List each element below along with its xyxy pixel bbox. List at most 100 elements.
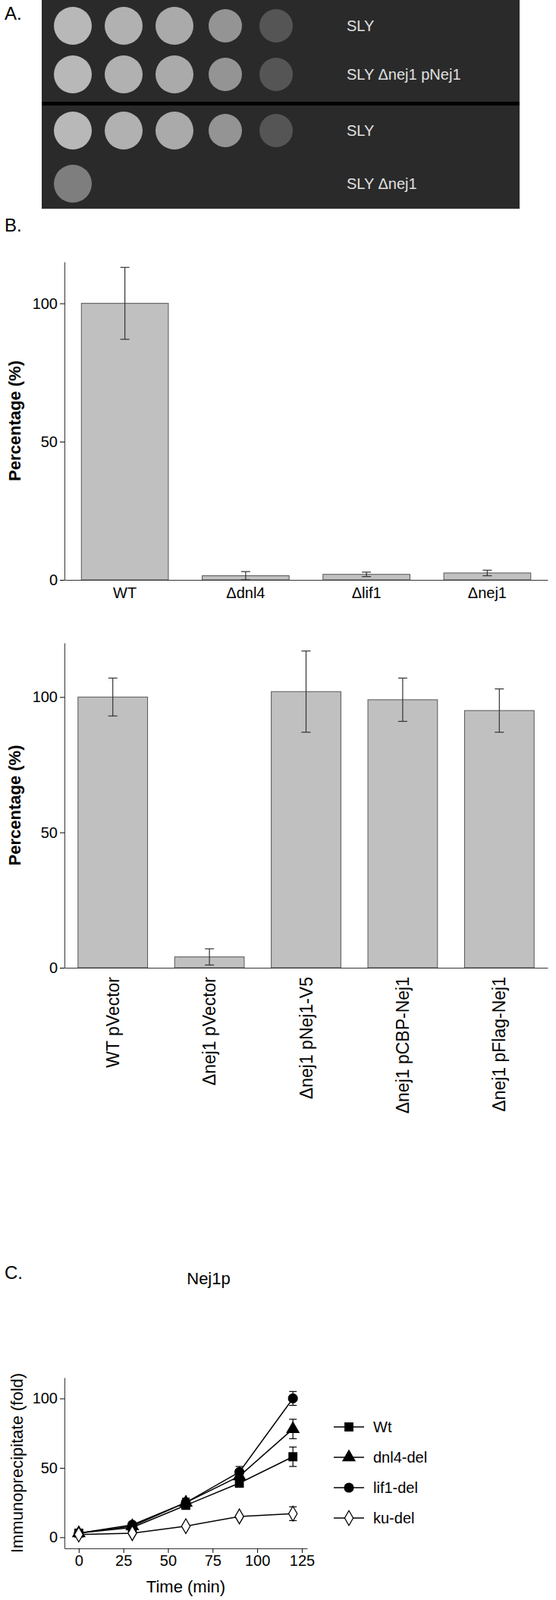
legend-item: ku-del bbox=[333, 1508, 415, 1526]
error-cap bbox=[120, 267, 130, 268]
legend-label: Wt bbox=[373, 1417, 393, 1435]
tick: 0 bbox=[49, 958, 65, 976]
axis-line bbox=[64, 262, 66, 581]
tick: Δnej1 pCBP-Nej1 bbox=[392, 967, 413, 1113]
tick: 25 bbox=[115, 1547, 132, 1568]
error-bar bbox=[482, 569, 492, 575]
legend-item: dnl4-del bbox=[333, 1448, 428, 1465]
tick: Δnej1 bbox=[468, 579, 507, 601]
tick-mark bbox=[59, 579, 65, 581]
error-cap bbox=[235, 1464, 244, 1466]
colony-spot bbox=[155, 55, 194, 94]
colony-spot bbox=[104, 55, 143, 94]
error-line bbox=[112, 677, 114, 716]
tick-mark bbox=[59, 967, 65, 968]
tick: 100 bbox=[32, 687, 65, 705]
tick: 50 bbox=[40, 433, 65, 450]
legend-label: dnl4-del bbox=[373, 1448, 428, 1465]
tick-label: 100 bbox=[32, 295, 58, 312]
marker bbox=[235, 1478, 243, 1486]
x-axis: 0255075100125 bbox=[65, 1547, 316, 1568]
tick: WT bbox=[113, 579, 137, 601]
tick-mark bbox=[59, 1536, 65, 1537]
colony-spot bbox=[208, 9, 242, 43]
error-bar bbox=[182, 1497, 190, 1506]
tick-label: 25 bbox=[115, 1551, 132, 1568]
error-cap bbox=[204, 947, 214, 949]
tick: Δnej1 pNej1-V5 bbox=[296, 967, 317, 1099]
bar bbox=[271, 691, 342, 968]
plate-divider bbox=[41, 101, 520, 106]
error-cap bbox=[288, 1404, 297, 1405]
chart-title: Nej1p bbox=[186, 1268, 230, 1288]
error-cap bbox=[288, 1464, 297, 1466]
error-bar bbox=[288, 1445, 297, 1466]
panel-label: A. bbox=[4, 3, 22, 24]
error-line bbox=[366, 571, 368, 577]
series-line bbox=[78, 1397, 293, 1532]
error-bar bbox=[398, 677, 408, 721]
bar-chart: 050100WT pVectorΔnej1 pVectorΔnej1 pNej1… bbox=[5, 643, 549, 1114]
error-bar bbox=[235, 1465, 244, 1477]
tick-mark bbox=[59, 832, 65, 833]
error-bar bbox=[108, 677, 118, 716]
error-cap bbox=[288, 1437, 297, 1439]
tick-label: 100 bbox=[32, 1388, 58, 1406]
bar bbox=[81, 303, 169, 580]
tick-label: 0 bbox=[75, 1551, 84, 1568]
tick: 100 bbox=[32, 295, 65, 312]
legend: Wt dnl4-del lif1-del ku-del bbox=[333, 1417, 428, 1526]
error-cap bbox=[288, 1417, 297, 1419]
error-cap bbox=[482, 574, 492, 576]
tick: 0 bbox=[49, 1527, 65, 1545]
legend-item: Wt bbox=[333, 1417, 393, 1435]
error-line bbox=[305, 650, 307, 732]
strain-label: SLY Δnej1 bbox=[346, 175, 418, 192]
tick: 0 bbox=[49, 571, 65, 588]
colony-spot bbox=[259, 57, 293, 92]
legend-label: ku-del bbox=[373, 1508, 415, 1526]
error-line bbox=[124, 267, 126, 340]
tick-label: Δnej1 pCBP-Nej1 bbox=[392, 976, 413, 1113]
colony-spot bbox=[259, 9, 293, 43]
error-cap bbox=[241, 578, 251, 580]
marker bbox=[181, 1497, 191, 1507]
colony-spot bbox=[155, 111, 194, 150]
marker bbox=[181, 1517, 190, 1533]
marker bbox=[288, 1505, 298, 1521]
series-line bbox=[78, 1428, 293, 1533]
legend-marker bbox=[344, 1482, 354, 1492]
tick-label: WT bbox=[113, 584, 137, 601]
y-axis: 050100 bbox=[32, 643, 66, 976]
error-cap bbox=[301, 650, 311, 651]
tick-label: Δnej1 pFlag-Nej1 bbox=[489, 976, 509, 1112]
y-axis-title: Immunoprecipitate (fold) bbox=[7, 1372, 27, 1552]
series-line bbox=[78, 1455, 293, 1533]
tick-label: Δnej1 pVector bbox=[199, 976, 220, 1086]
spot-assay: SLYSLY Δnej1 pNej1SLYSLY Δnej1 bbox=[41, 0, 520, 209]
error-cap bbox=[361, 571, 371, 572]
tick-label: 0 bbox=[49, 1527, 58, 1545]
error-bar bbox=[241, 571, 251, 580]
legend-item: lif1-del bbox=[333, 1478, 418, 1496]
tick-label: 50 bbox=[40, 1458, 58, 1476]
tick-label: 100 bbox=[245, 1551, 271, 1568]
plot-area bbox=[78, 650, 535, 968]
error-bar bbox=[301, 650, 311, 732]
panel-label: B. bbox=[4, 214, 22, 236]
x-axis-title: Time (min) bbox=[146, 1576, 226, 1596]
colony-spot bbox=[259, 113, 293, 148]
error-cap bbox=[361, 575, 371, 577]
tick-label: 0 bbox=[49, 958, 58, 976]
tick: 0 bbox=[75, 1547, 84, 1568]
colony-spot bbox=[53, 55, 92, 94]
bar bbox=[367, 699, 438, 968]
legend-marker bbox=[345, 1422, 353, 1430]
error-cap bbox=[241, 570, 251, 572]
tick: 125 bbox=[289, 1547, 315, 1568]
error-cap bbox=[108, 677, 118, 679]
line-chart: 0501000255075100125Nej1pTime (min)Immuno… bbox=[7, 1268, 428, 1596]
error-bar bbox=[494, 688, 504, 732]
marker bbox=[235, 1507, 244, 1524]
error-line bbox=[486, 569, 488, 575]
